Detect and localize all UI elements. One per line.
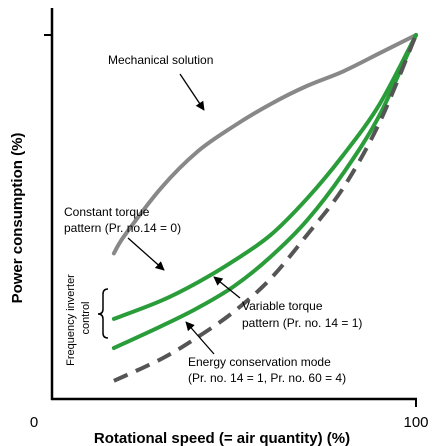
x-tick-label-100: 100 — [403, 414, 428, 431]
annotation-mechanical-solution: Mechanical solution — [108, 53, 213, 67]
annotation-frequency-inverter-line2: control — [80, 301, 92, 334]
series-line-variable-torque — [111, 33, 418, 350]
x-axis-label: Rotational speed (= air quantity) (%) — [94, 430, 350, 446]
series-line-mechanical — [111, 33, 418, 256]
annotation-energy-conservation-line1: Energy conservation mode — [188, 355, 331, 369]
annotation-frequency-inverter-line1: Frequency inverter — [65, 274, 77, 366]
series-layer — [111, 33, 418, 383]
x-tick-label-0: 0 — [30, 414, 38, 431]
series-line-constant-torque — [111, 33, 418, 321]
annotation-arrow-mechanical — [179, 73, 205, 111]
y-axis-label: Power consumption (%) — [9, 133, 26, 304]
annotation-variable-torque-line2: pattern (Pr. no. 14 = 1) — [242, 316, 362, 330]
series-line-energy-conservation — [113, 34, 418, 383]
annotation-energy-conservation-line2: (Pr. no. 14 = 1, Pr. no. 60 = 4) — [188, 371, 346, 385]
annotation-constant-torque-line2: pattern (Pr. no.14 = 0) — [64, 221, 181, 235]
annotation-arrow-constant-torque — [127, 237, 165, 271]
annotation-variable-torque-line1: Variable torque — [242, 299, 323, 313]
annotation-arrow-variable-torque — [213, 276, 241, 299]
annotation-arrow-energy-conservation — [185, 321, 215, 355]
annotation-constant-torque-line1: Constant torque — [64, 205, 150, 219]
frequency-inverter-bracket — [97, 288, 109, 339]
